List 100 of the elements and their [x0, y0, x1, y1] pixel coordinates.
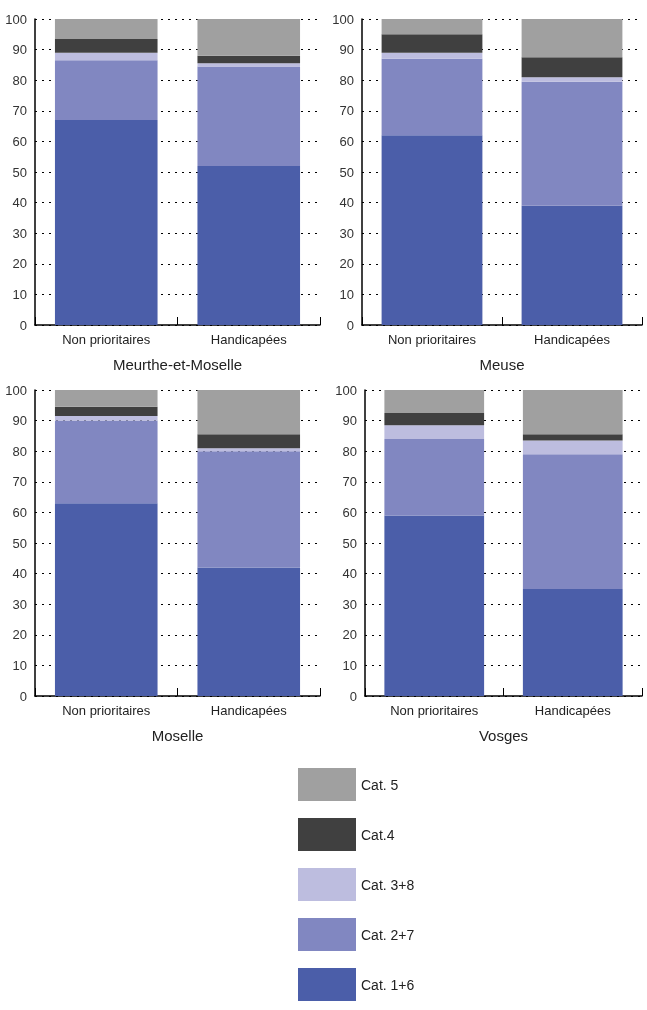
bar — [384, 438, 485, 516]
bar — [197, 448, 301, 452]
bar — [197, 66, 301, 166]
y-tick-label: 20 — [12, 627, 27, 643]
bar — [197, 451, 301, 568]
bar — [384, 515, 485, 696]
x-axis-title: Meuse — [479, 356, 525, 373]
legend-label: Cat. 2+7 — [361, 926, 415, 943]
bar — [197, 19, 301, 56]
y-tick-label: 90 — [342, 413, 357, 429]
y-tick-label: 60 — [12, 133, 27, 149]
y-tick-label: 60 — [339, 133, 354, 149]
y-tick-label: 20 — [339, 256, 354, 272]
y-tick-label: 0 — [19, 688, 27, 704]
bar — [381, 19, 483, 35]
bar — [54, 390, 158, 407]
y-tick-label: 90 — [339, 42, 354, 58]
legend-label: Cat. 1+6 — [361, 976, 415, 993]
bar — [521, 81, 623, 206]
x-axis-title: Moselle — [151, 727, 204, 744]
bar — [522, 588, 623, 696]
y-tick-label: 50 — [342, 535, 357, 551]
y-tick-label: 90 — [12, 42, 27, 58]
bar — [197, 434, 301, 449]
y-tick-label: 10 — [12, 286, 27, 302]
y-tick-label: 10 — [342, 657, 357, 673]
y-tick-label: 40 — [339, 195, 354, 211]
y-tick-label: 70 — [339, 103, 354, 119]
legend-label: Cat. 3+8 — [361, 876, 415, 893]
y-tick-label: 70 — [12, 103, 27, 119]
bar — [54, 503, 158, 696]
x-tick-label: Handicapées — [210, 332, 288, 347]
y-tick-label: 30 — [339, 225, 354, 241]
x-tick-label: Handicapées — [534, 703, 612, 718]
bar — [54, 416, 158, 421]
x-tick-label: Handicapées — [210, 703, 288, 718]
bar — [197, 390, 301, 435]
y-tick-label: 70 — [342, 474, 357, 490]
y-tick-label: 40 — [342, 566, 357, 582]
y-tick-label: 30 — [342, 596, 357, 612]
bar — [522, 440, 623, 455]
bar — [384, 412, 485, 426]
x-tick-label: Non prioritaires — [390, 703, 479, 718]
bar — [381, 58, 483, 136]
y-tick-label: 100 — [5, 382, 27, 398]
x-tick-label: Non prioritaires — [62, 332, 151, 347]
y-tick-label: 40 — [12, 195, 27, 211]
bar — [521, 19, 623, 58]
x-tick-label: Non prioritaires — [62, 703, 151, 718]
y-tick-label: 30 — [12, 225, 27, 241]
bar — [54, 406, 158, 417]
bar — [384, 390, 485, 413]
x-axis-title: Meurthe-et-Moselle — [112, 356, 243, 373]
bar — [384, 425, 485, 439]
y-tick-label: 50 — [12, 535, 27, 551]
bar — [522, 454, 623, 589]
bar — [522, 434, 623, 441]
y-tick-label: 0 — [346, 317, 354, 333]
y-tick-label: 100 — [5, 11, 27, 27]
y-tick-label: 80 — [12, 72, 27, 88]
bar — [521, 205, 623, 325]
bar — [197, 165, 301, 325]
bar — [197, 567, 301, 696]
bar — [54, 38, 158, 53]
legend-label: Cat. 5 — [361, 776, 399, 793]
y-tick-label: 0 — [349, 688, 357, 704]
x-tick-label: Non prioritaires — [387, 332, 477, 347]
y-tick-label: 50 — [339, 164, 354, 180]
legend-label: Cat.4 — [361, 826, 395, 843]
bar — [521, 57, 623, 78]
bar — [197, 63, 301, 67]
bar — [54, 420, 158, 504]
bar — [54, 60, 158, 120]
y-tick-label: 80 — [342, 443, 357, 459]
y-tick-label: 50 — [12, 164, 27, 180]
x-tick-label: Handicapées — [534, 332, 611, 347]
bar — [54, 19, 158, 39]
y-tick-label: 20 — [342, 627, 357, 643]
y-tick-label: 10 — [339, 286, 354, 302]
y-tick-label: 80 — [339, 72, 354, 88]
bar — [381, 135, 483, 325]
bar — [54, 52, 158, 61]
bar — [381, 34, 483, 53]
y-tick-label: 90 — [12, 413, 27, 429]
bar — [522, 390, 623, 435]
y-tick-label: 10 — [12, 657, 27, 673]
y-tick-label: 100 — [332, 11, 354, 27]
bar — [521, 77, 623, 82]
x-axis-title: Vosges — [478, 727, 529, 744]
bar — [381, 52, 483, 59]
y-tick-label: 30 — [12, 596, 27, 612]
y-tick-label: 60 — [342, 504, 357, 520]
y-tick-label: 20 — [12, 256, 27, 272]
y-tick-label: 40 — [12, 566, 27, 582]
y-tick-label: 80 — [12, 443, 27, 459]
y-tick-label: 60 — [12, 504, 27, 520]
y-tick-label: 70 — [12, 474, 27, 490]
y-tick-label: 0 — [19, 317, 27, 333]
y-tick-label: 100 — [335, 382, 357, 398]
bar — [197, 55, 301, 64]
